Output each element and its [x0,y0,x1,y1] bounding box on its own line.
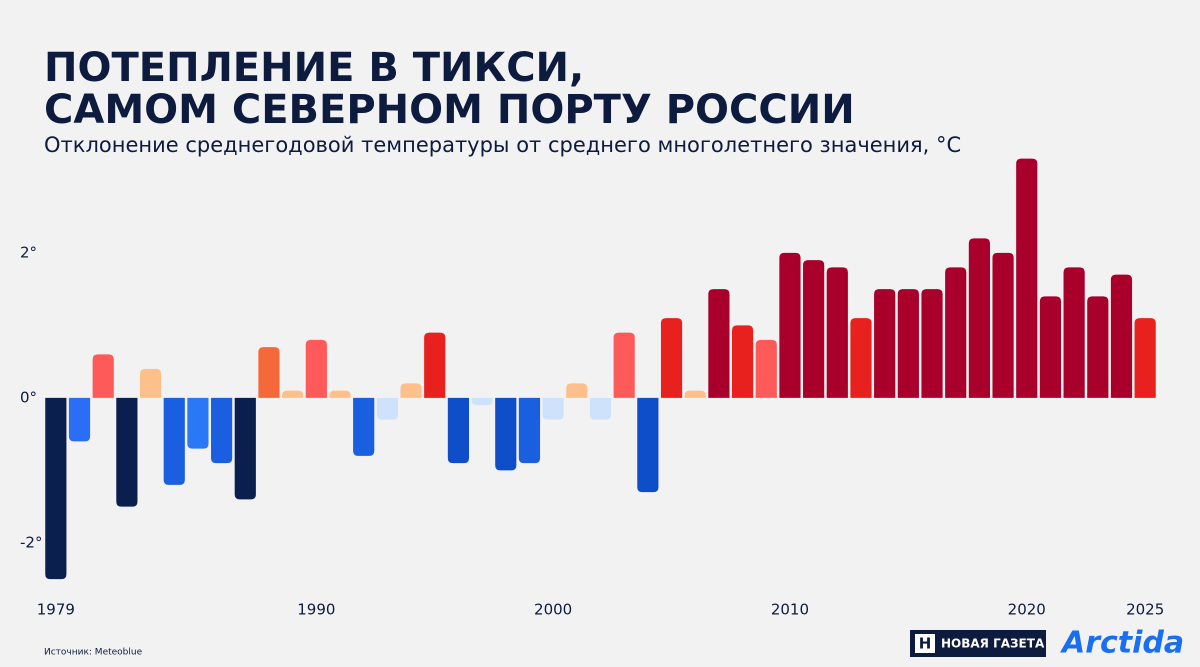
logo-arctida: Arctida [1060,626,1184,661]
bar [542,397,564,420]
x-tick-label: 2000 [534,601,572,619]
bar [163,397,185,485]
bar [826,267,848,398]
bar [234,397,256,500]
x-tick-label: 2010 [771,601,809,619]
y-tick-label: -2° [20,533,42,551]
x-tick-label: 2020 [1008,601,1046,619]
bar [589,397,612,420]
bar [424,332,446,398]
bar [92,354,114,398]
bar [968,238,990,398]
bar [1063,267,1085,398]
x-tick-label: 2025 [1126,601,1164,619]
bar [400,383,422,398]
bar [1110,274,1133,398]
bar [471,397,493,406]
bar [518,397,541,464]
bar [68,397,91,442]
bar [116,397,138,507]
bar [353,397,375,456]
bar [1016,158,1038,398]
bar [566,383,588,398]
y-tick-label: 2° [20,243,37,261]
x-tick-label: 1979 [37,601,75,619]
y-tick-label: 0° [20,388,37,406]
bar [258,347,280,398]
bar [779,252,801,398]
chart-title: ПОТЕПЛЕНИЕ В ТИКСИ, САМОМ СЕВЕРНОМ ПОРТУ … [44,45,855,133]
bar [1087,296,1109,398]
logo-box [915,634,935,653]
chart-subtitle: Отклонение среднегодовой температуры от … [44,133,961,157]
logo-novaya: Н НОВАЯ ГАЗЕТА [910,630,1046,657]
bar [660,318,683,398]
bar [921,289,943,398]
bar [708,289,730,398]
bar [447,397,470,464]
bar [1039,296,1062,398]
bar [897,289,919,398]
bar [637,397,659,493]
bar [803,260,825,398]
bar [187,397,209,449]
bar [945,267,967,398]
bar [495,397,517,471]
bar [755,339,777,398]
x-tick-label: 1990 [297,601,335,619]
bar [850,318,872,398]
bar [376,397,398,420]
bar [874,289,896,398]
source: Источник: Meteoblue [44,648,143,658]
bar [305,339,327,398]
bar [731,325,754,398]
bar [211,397,233,464]
bar [992,252,1014,398]
bar [684,390,706,398]
bar [613,332,635,398]
logo-mark: Н [919,635,932,653]
logo-text: НОВАЯ ГАЗЕТА [941,637,1045,651]
bar [282,390,304,398]
bar [329,390,351,398]
bar [139,368,162,398]
bar [45,397,67,580]
bar [1134,318,1156,398]
